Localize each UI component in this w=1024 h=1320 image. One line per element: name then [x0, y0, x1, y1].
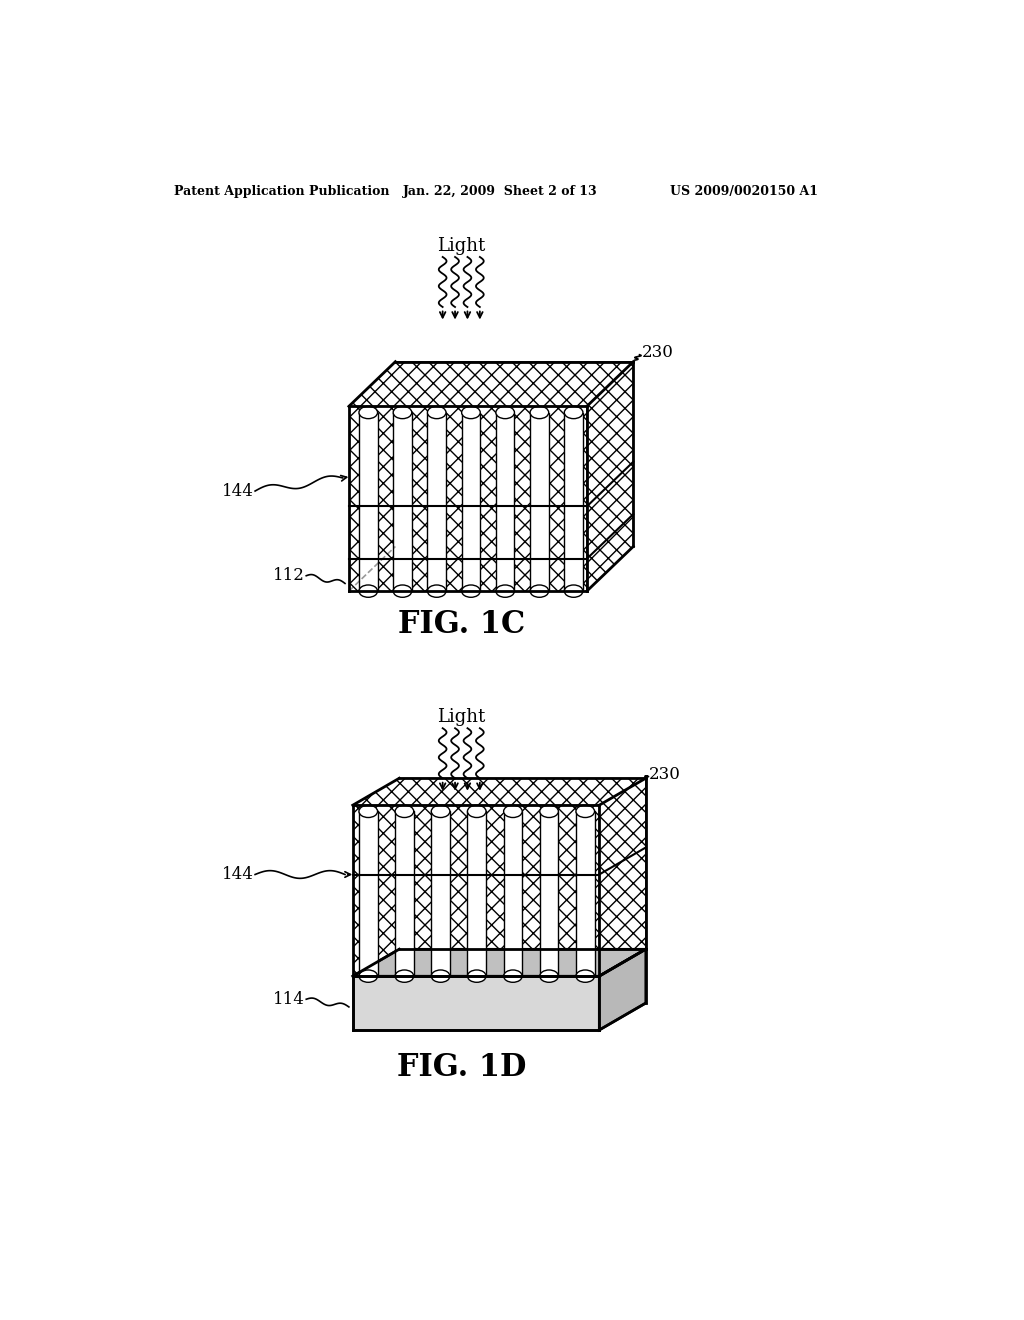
Ellipse shape	[564, 585, 583, 597]
Polygon shape	[575, 812, 595, 977]
Ellipse shape	[427, 407, 446, 418]
Ellipse shape	[395, 970, 414, 982]
Ellipse shape	[462, 585, 480, 597]
Text: Patent Application Publication: Patent Application Publication	[174, 185, 390, 198]
Polygon shape	[431, 812, 450, 977]
Polygon shape	[496, 412, 514, 591]
Polygon shape	[395, 812, 414, 977]
Polygon shape	[393, 412, 412, 591]
Ellipse shape	[393, 585, 412, 597]
Text: 114: 114	[272, 991, 305, 1007]
Text: 144: 144	[221, 483, 254, 499]
Ellipse shape	[540, 970, 558, 982]
Polygon shape	[564, 412, 583, 591]
Ellipse shape	[395, 805, 414, 817]
Polygon shape	[599, 779, 646, 977]
Text: 230: 230	[649, 766, 681, 783]
Text: FIG. 1C: FIG. 1C	[397, 609, 525, 640]
Polygon shape	[587, 362, 633, 591]
Ellipse shape	[540, 805, 558, 817]
Ellipse shape	[504, 970, 522, 982]
Text: 112: 112	[272, 568, 305, 585]
Polygon shape	[352, 805, 599, 977]
Polygon shape	[349, 407, 587, 591]
Ellipse shape	[496, 585, 514, 597]
Ellipse shape	[504, 805, 522, 817]
Polygon shape	[352, 779, 646, 805]
Ellipse shape	[467, 970, 486, 982]
Text: Light: Light	[437, 236, 485, 255]
Ellipse shape	[462, 407, 480, 418]
Ellipse shape	[427, 585, 446, 597]
Polygon shape	[359, 812, 378, 977]
Polygon shape	[349, 362, 633, 407]
Ellipse shape	[575, 805, 595, 817]
Ellipse shape	[564, 407, 583, 418]
Text: Light: Light	[437, 708, 485, 726]
Text: US 2009/0020150 A1: US 2009/0020150 A1	[671, 185, 818, 198]
Polygon shape	[359, 412, 378, 591]
Ellipse shape	[393, 407, 412, 418]
Ellipse shape	[359, 970, 378, 982]
Text: 230: 230	[642, 345, 674, 360]
Ellipse shape	[431, 970, 450, 982]
Polygon shape	[599, 949, 646, 1030]
Ellipse shape	[530, 407, 549, 418]
Ellipse shape	[431, 805, 450, 817]
Ellipse shape	[359, 585, 378, 597]
Polygon shape	[504, 812, 522, 977]
Polygon shape	[467, 812, 486, 977]
Polygon shape	[352, 949, 646, 977]
Polygon shape	[530, 412, 549, 591]
Text: Jan. 22, 2009  Sheet 2 of 13: Jan. 22, 2009 Sheet 2 of 13	[403, 185, 598, 198]
Ellipse shape	[359, 407, 378, 418]
Polygon shape	[427, 412, 446, 591]
Ellipse shape	[530, 585, 549, 597]
Polygon shape	[462, 412, 480, 591]
Polygon shape	[540, 812, 558, 977]
Ellipse shape	[467, 805, 486, 817]
Text: FIG. 1D: FIG. 1D	[396, 1052, 526, 1082]
Ellipse shape	[575, 970, 595, 982]
Ellipse shape	[496, 407, 514, 418]
Text: 144: 144	[221, 866, 254, 883]
Polygon shape	[352, 977, 599, 1030]
Ellipse shape	[359, 805, 378, 817]
